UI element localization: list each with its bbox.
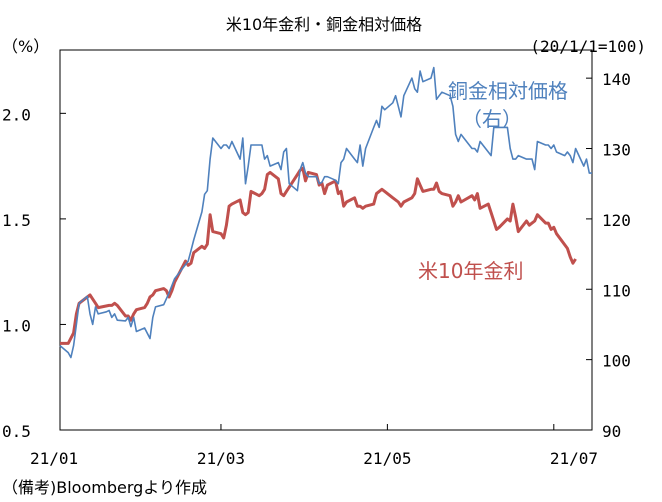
left-tick-label: 2.0 bbox=[2, 105, 31, 124]
x-axis: 21/01 21/03 21/05 21/07 bbox=[30, 424, 598, 468]
left-axis: 0.5 1.0 1.5 2.0 bbox=[2, 105, 66, 441]
right-tick-label: 130 bbox=[602, 141, 631, 160]
x-tick-label: 21/03 bbox=[197, 449, 245, 468]
right-tick-label: 90 bbox=[602, 422, 621, 441]
series-label: 銅金相対価格 bbox=[448, 79, 568, 103]
chart-title: 米10年金利・銅金相対価格 bbox=[226, 15, 422, 34]
left-tick-label: 1.5 bbox=[2, 211, 31, 230]
left-tick-label: 1.0 bbox=[2, 316, 31, 335]
series-line-us10y bbox=[60, 166, 577, 345]
right-axis: 90 100 110 120 130 140 bbox=[586, 70, 631, 441]
series-labels: 米10年金利 銅金相対価格 （右） bbox=[418, 79, 568, 283]
plot-area bbox=[59, 49, 593, 431]
series-layer bbox=[59, 66, 592, 359]
source-note: （備考)Bloombergより作成 bbox=[2, 478, 207, 497]
right-axis-unit: (20/1/1=100) bbox=[530, 37, 646, 56]
left-axis-unit: （%） bbox=[2, 37, 49, 56]
right-tick-label: 120 bbox=[602, 211, 631, 230]
x-tick-label: 21/07 bbox=[550, 449, 598, 468]
series-line-copper-gold bbox=[59, 66, 592, 359]
x-tick-label: 21/01 bbox=[30, 449, 78, 468]
series-label: 米10年金利 bbox=[418, 259, 523, 283]
right-tick-label: 100 bbox=[602, 352, 631, 371]
left-tick-label: 0.5 bbox=[2, 422, 31, 441]
right-tick-label: 140 bbox=[602, 70, 631, 89]
series-label: （右） bbox=[462, 107, 522, 131]
right-tick-label: 110 bbox=[602, 281, 631, 300]
x-tick-label: 21/05 bbox=[363, 449, 411, 468]
